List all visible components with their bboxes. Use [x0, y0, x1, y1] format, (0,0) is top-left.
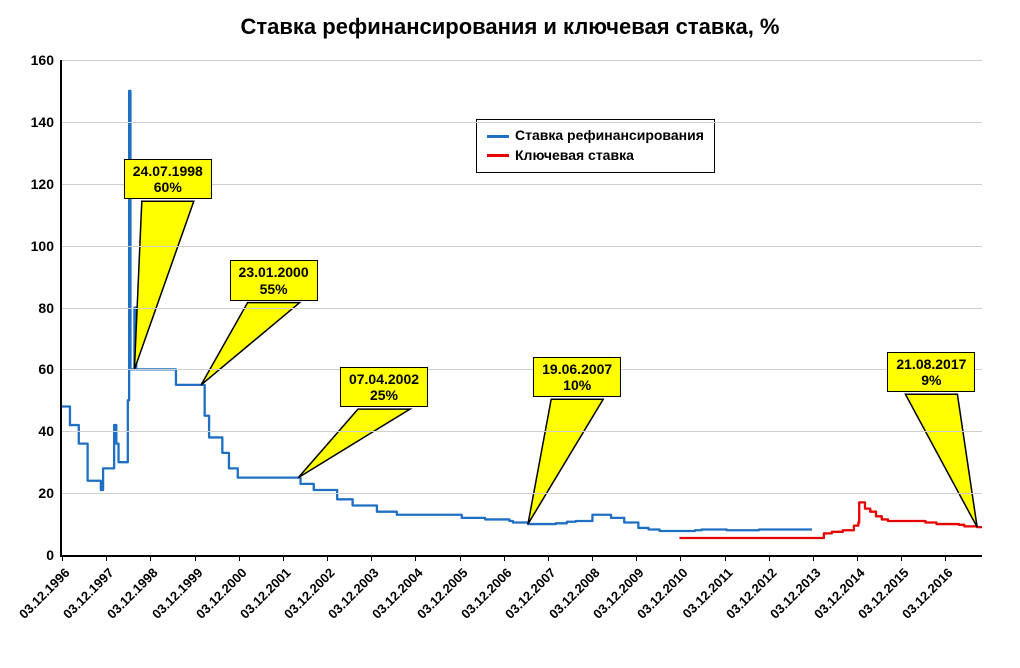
x-tick [415, 555, 416, 561]
y-tick-label: 40 [38, 423, 62, 439]
x-tick [150, 555, 151, 561]
callout-date: 23.01.2000 [239, 264, 309, 280]
gridline [62, 431, 982, 432]
callout-date: 07.04.2002 [349, 371, 419, 387]
x-tick [195, 555, 196, 561]
callout-value: 55% [239, 281, 309, 297]
x-tick [371, 555, 372, 561]
x-tick [769, 555, 770, 561]
callout-value: 10% [542, 377, 612, 393]
callout: 21.08.20179% [887, 352, 975, 392]
x-tick [636, 555, 637, 561]
chart-root: Ставка рефинансирования и ключевая ставк… [0, 0, 1020, 668]
callout-date: 19.06.2007 [542, 361, 612, 377]
x-tick [460, 555, 461, 561]
gridline [62, 122, 982, 123]
x-tick [283, 555, 284, 561]
callout-box: 07.04.200225% [340, 367, 428, 407]
y-tick-label: 160 [31, 52, 62, 68]
x-tick [106, 555, 107, 561]
y-tick-label: 100 [31, 238, 62, 254]
y-tick-label: 140 [31, 114, 62, 130]
callout: 24.07.199860% [124, 159, 212, 199]
callout-pointer [134, 201, 193, 369]
x-tick [548, 555, 549, 561]
callout-date: 24.07.1998 [133, 163, 203, 179]
callout-pointer [905, 394, 977, 527]
x-tick [901, 555, 902, 561]
callout-value: 60% [133, 179, 203, 195]
callout-date: 21.08.2017 [896, 356, 966, 372]
callout-box: 23.01.200055% [230, 260, 318, 300]
y-tick-label: 20 [38, 485, 62, 501]
callout: 19.06.200710% [533, 357, 621, 397]
x-tick [592, 555, 593, 561]
callout: 23.01.200055% [230, 260, 318, 300]
y-tick-label: 80 [38, 300, 62, 316]
gridline [62, 493, 982, 494]
gridline [62, 246, 982, 247]
gridline [62, 308, 982, 309]
callout-pointer [201, 303, 299, 385]
x-tick [680, 555, 681, 561]
y-tick-label: 120 [31, 176, 62, 192]
x-tick [62, 555, 63, 561]
x-tick [239, 555, 240, 561]
x-tick [857, 555, 858, 561]
callout-box: 24.07.199860% [124, 159, 212, 199]
x-tick [945, 555, 946, 561]
callout-box: 19.06.200710% [533, 357, 621, 397]
gridline [62, 369, 982, 370]
callout-value: 9% [896, 372, 966, 388]
callout-value: 25% [349, 387, 419, 403]
callout-pointer [528, 399, 603, 524]
y-tick-label: 0 [46, 547, 62, 563]
callout: 07.04.200225% [340, 367, 428, 407]
x-tick [725, 555, 726, 561]
x-tick [813, 555, 814, 561]
y-tick-label: 60 [38, 361, 62, 377]
gridline [62, 60, 982, 61]
x-tick [327, 555, 328, 561]
callout-box: 21.08.20179% [887, 352, 975, 392]
callout-pointer [298, 409, 410, 478]
chart-title: Ставка рефинансирования и ключевая ставк… [0, 14, 1020, 40]
plot-area: Ставка рефинансированияКлючевая ставка 0… [60, 60, 982, 557]
x-tick [504, 555, 505, 561]
